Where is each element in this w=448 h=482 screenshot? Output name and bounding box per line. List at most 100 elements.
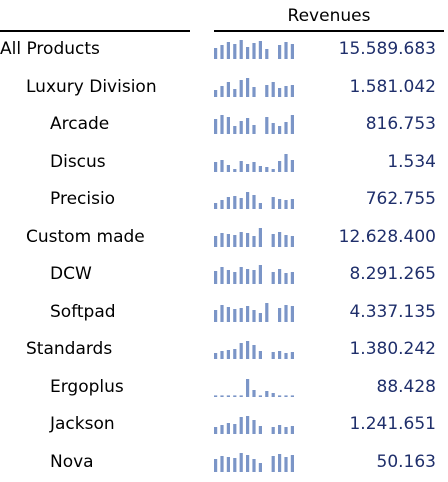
sparkline-bar	[220, 351, 224, 359]
row-value: 1.241.651	[349, 414, 436, 434]
sparkline-bar	[246, 416, 250, 434]
sparkline-bar	[246, 232, 250, 247]
sparkline-bar	[220, 232, 224, 247]
sparkline-bar	[214, 271, 218, 284]
sparkline-bar	[226, 42, 230, 59]
sparkline-bar	[258, 165, 262, 172]
row-label: Softpad	[50, 301, 116, 322]
row-value: 15.589.683	[338, 39, 436, 59]
row-label: Standards	[26, 339, 113, 359]
sparkline-bar	[220, 304, 224, 322]
sparkline-bar	[246, 47, 250, 59]
sparkline-bar	[252, 458, 256, 472]
sparkline-bar	[220, 267, 224, 284]
sparkline-bar	[226, 197, 230, 209]
sparkline-bar	[233, 168, 237, 172]
sparkline-bar	[278, 269, 282, 284]
sparkline-bar	[252, 309, 256, 322]
table-row: Nova 50.163	[0, 447, 448, 477]
sparkline-bar	[290, 199, 294, 209]
sparkline-bar	[252, 195, 256, 209]
row-value: 4.337.135	[349, 301, 436, 322]
sparkline-bar	[284, 394, 288, 397]
sparkline-bar	[278, 199, 282, 209]
sparkline-bar	[290, 352, 294, 359]
sparkline-bar	[239, 79, 243, 97]
sparkline-bar	[246, 305, 250, 322]
sparkline-bar	[214, 161, 218, 172]
sparkline-bar	[271, 168, 275, 172]
sparkline-bar	[214, 458, 218, 472]
sparkline-bar	[252, 161, 256, 172]
row-value: 1.534	[387, 151, 436, 172]
sparkline-bar	[226, 306, 230, 322]
sparkline-bar	[252, 270, 256, 284]
sparkline-bar	[233, 272, 237, 284]
table-row: Arcade 816.753	[0, 109, 448, 139]
sparkline-bar	[246, 269, 250, 284]
sparkline-bar	[278, 394, 282, 397]
sparkline-bar	[246, 192, 250, 209]
sparkline-bar	[233, 394, 237, 397]
table-row: Softpad 4.337.135	[0, 297, 448, 327]
sparkline-bar	[290, 44, 294, 59]
sparkline-bar	[271, 352, 275, 359]
sparkline-bar	[252, 125, 256, 134]
sparkline-bar	[271, 197, 275, 209]
sparkline-bar	[284, 153, 288, 172]
sparkline-bar	[214, 119, 218, 134]
sparkline-bar	[278, 307, 282, 322]
sparkline-bar	[265, 49, 269, 59]
sparkline-bar	[239, 394, 243, 397]
sparkline-bar	[226, 117, 230, 134]
sparkline-bar	[233, 44, 237, 59]
sparkline-bar	[226, 394, 230, 397]
sparkline-bar	[290, 84, 294, 97]
sparkline-bar	[271, 455, 275, 472]
row-label: Nova	[50, 451, 94, 472]
row-value: 88.428	[376, 376, 436, 397]
table-row: Luxury Division 1.581.042	[0, 72, 448, 102]
sparkline-bar	[214, 48, 218, 59]
sparkline-bar	[246, 163, 250, 172]
sparkline-bar	[226, 164, 230, 172]
row-label: Precisio	[50, 189, 116, 209]
sparkline-bar	[239, 452, 243, 472]
sparkline-bar	[258, 41, 262, 59]
sparkline-bar	[233, 308, 237, 322]
sparkline-bar	[252, 86, 256, 97]
sparkline-bar	[226, 456, 230, 472]
sparkline-bar	[290, 394, 294, 397]
sparkline-bar	[214, 353, 218, 359]
sparkline-bar	[258, 312, 262, 322]
sparkline-bar	[220, 394, 224, 397]
sparkline-bar	[233, 234, 237, 247]
table-row: DCW 8.291.265	[0, 259, 448, 289]
sparkline-bar	[284, 273, 288, 284]
sparkline-bar	[271, 233, 275, 247]
row-label: DCW	[50, 264, 92, 284]
sparkline-bar	[258, 227, 262, 247]
sparkline-bar	[239, 417, 243, 434]
row-label: Ergoplus	[50, 376, 124, 397]
sparkline-bar	[233, 424, 237, 434]
sparkline-bar	[233, 88, 237, 97]
sparkline-bar	[239, 307, 243, 322]
sparkline-bar	[284, 353, 288, 359]
column-header-revenues: Revenues	[287, 6, 371, 26]
sparkline-bar	[284, 234, 288, 247]
sparkline-bar	[290, 235, 294, 247]
sparkline-bar	[233, 126, 237, 134]
sparkline-bar	[278, 425, 282, 434]
sparkline-bar	[226, 233, 230, 247]
sparkline-bar	[271, 392, 275, 397]
sparkline	[214, 302, 294, 322]
sparkline-bar	[220, 200, 224, 209]
sparkline-bar	[220, 115, 224, 134]
table-row: Ergoplus 88.428	[0, 372, 448, 402]
sparkline-bar	[290, 426, 294, 434]
sparkline-bar	[246, 454, 250, 472]
sparkline-bar	[284, 122, 288, 134]
row-label: Custom made	[26, 226, 145, 247]
